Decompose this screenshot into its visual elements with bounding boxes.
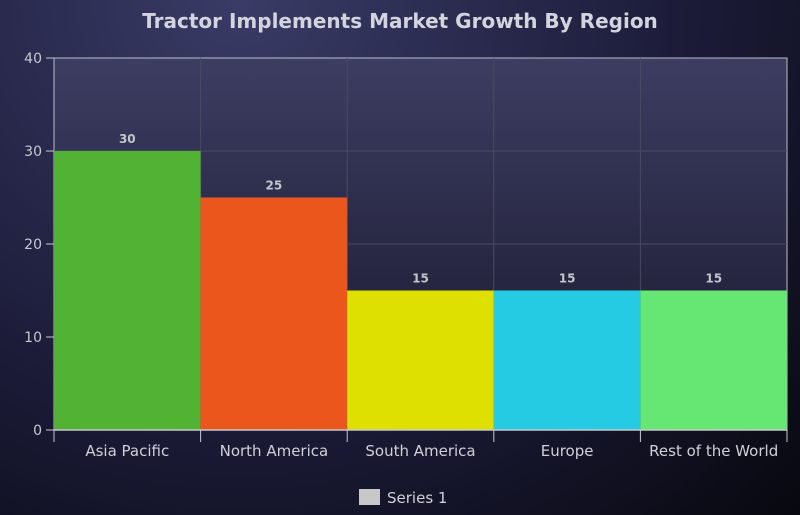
- legend-swatch-series-1[interactable]: [359, 489, 380, 505]
- data-label-4: 15: [559, 272, 576, 286]
- bar-1[interactable]: [54, 151, 201, 430]
- y-tick-label-0: 0: [33, 423, 42, 439]
- y-tick-label-10: 10: [24, 330, 42, 346]
- bars: [54, 151, 787, 430]
- data-label-2: 25: [266, 179, 283, 193]
- y-tick-label-30: 30: [24, 144, 42, 160]
- y-axis: 0 10 20 30 40: [24, 51, 54, 439]
- y-tick-label-40: 40: [24, 51, 42, 67]
- x-tick-label-3: South America: [365, 442, 475, 460]
- bar-5[interactable]: [640, 290, 787, 431]
- data-labels: 30 25 15 15 15: [119, 132, 722, 286]
- data-label-3: 15: [412, 272, 429, 286]
- x-tick-label-4: Europe: [541, 442, 594, 460]
- y-tick-label-20: 20: [24, 237, 42, 253]
- x-tick-label-5: Rest of the World: [649, 442, 778, 460]
- chart-title: Tractor Implements Market Growth By Regi…: [142, 9, 658, 33]
- legend: Series 1: [359, 489, 447, 507]
- data-label-1: 30: [119, 132, 136, 146]
- bar-2[interactable]: [200, 197, 348, 431]
- bar-4[interactable]: [493, 290, 641, 431]
- x-tick-label-2: North America: [220, 442, 329, 460]
- legend-label-series-1[interactable]: Series 1: [387, 489, 447, 507]
- data-label-5: 15: [705, 272, 722, 286]
- x-tick-label-1: Asia Pacific: [85, 442, 169, 460]
- bar-3[interactable]: [347, 290, 494, 431]
- x-axis: Asia Pacific North America South America Eu…: [53, 429, 788, 460]
